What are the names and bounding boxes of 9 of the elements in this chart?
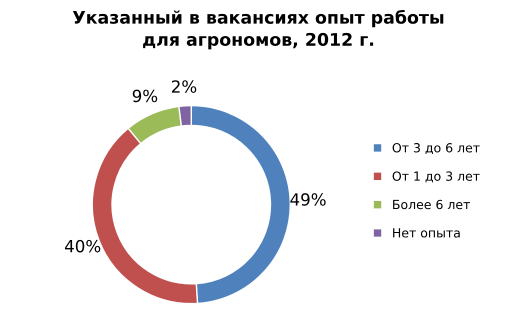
data-label: 2%	[172, 80, 196, 93]
data-label: 49%	[290, 193, 326, 206]
legend-label: От 3 до 6 лет	[392, 143, 480, 154]
legend-label: Нет опыта	[393, 228, 460, 238]
chart-title: Указанный в вакансиях опыт работы для агрономов, 2012 г.	[72, 10, 444, 50]
legend-label: Более 6 лет	[393, 200, 470, 210]
legend-label: От 1 до 3 лет	[392, 171, 480, 182]
data-label: 40%	[64, 240, 100, 252]
data-label: 9%	[132, 90, 158, 102]
